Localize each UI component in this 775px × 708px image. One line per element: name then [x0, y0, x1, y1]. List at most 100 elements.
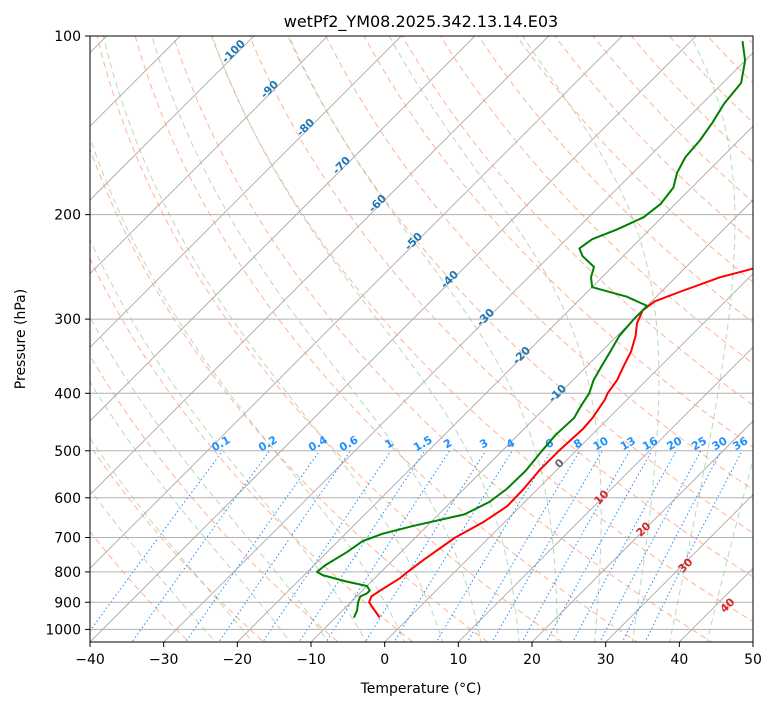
plot-frame — [89, 35, 754, 643]
x-tick-label: −10 — [296, 652, 326, 668]
moist-adiabat-line — [669, 36, 736, 642]
moist-adiabat-line — [706, 457, 753, 642]
dry-adiabat-label: -50 — [402, 230, 425, 253]
moist-adiabat-line — [90, 488, 216, 642]
dry-adiabat-line — [762, 13, 775, 654]
y-tick-label: 600 — [54, 491, 81, 507]
mixing-ratio-line — [185, 450, 321, 642]
moist-adiabat-line — [102, 36, 444, 642]
x-tick-label: 40 — [670, 652, 688, 668]
dry-adiabat-line — [401, 36, 753, 406]
x-axis-label: Temperature (°C) — [360, 681, 482, 697]
mixing-ratio-line — [491, 450, 603, 642]
dry-adiabat-line — [249, 36, 753, 578]
mixing-ratio-label: 4 — [504, 436, 517, 451]
dry-adiabat-line — [439, 36, 753, 365]
mixing-ratio-line — [435, 450, 552, 642]
mixing-ratio-line — [644, 450, 743, 642]
dry-adiabat-line — [96, 36, 564, 642]
mixing-ratio-line — [131, 450, 271, 642]
isotherm-zero-label: 0 — [552, 456, 567, 471]
moist-adiabat-line — [90, 437, 254, 642]
dry-adiabat-line — [90, 444, 265, 642]
isotherm-line — [90, 36, 329, 275]
y-axis-label: Pressure (hPa) — [13, 289, 29, 389]
dry-adiabat-line — [706, 36, 753, 84]
x-tick-label: 10 — [449, 652, 467, 668]
profile-lines — [316, 40, 753, 619]
moist-adiabat-line — [388, 36, 602, 642]
dewpoint-profile-line — [316, 40, 747, 619]
isotherm-label: 40 — [718, 595, 738, 615]
dry-adiabat-line — [90, 257, 414, 642]
isotherm-line — [90, 36, 623, 569]
mixing-ratio-line — [621, 450, 722, 642]
mixing-ratio-line — [325, 450, 451, 642]
mixing-ratio-line — [393, 450, 513, 642]
dry-adiabat-line — [134, 36, 638, 642]
x-axis-ticks: −40 −30 −20 −10 0 10 20 30 40 50 — [75, 642, 762, 668]
dry-adiabat-line — [90, 530, 190, 642]
y-tick-label: 200 — [54, 208, 81, 224]
moist-adiabat-line — [522, 36, 660, 642]
isotherm-line — [90, 36, 255, 201]
background-lines — [0, 9, 775, 654]
isotherm-line — [90, 36, 181, 127]
dry-adiabat-line — [172, 36, 713, 642]
x-tick-label: −20 — [223, 652, 253, 668]
y-tick-label: 500 — [54, 444, 81, 460]
mixing-ratio-label: 3 — [477, 436, 490, 451]
dry-adiabat-line — [516, 36, 753, 283]
isotherm-line — [90, 36, 476, 422]
line-labels: 0.1 0.2 0.4 0.6 1 1.5 2 3 4 6 8 10 13 16 20 25 30 36-100-… — [209, 37, 750, 616]
dry-adiabat-label: -100 — [219, 37, 248, 66]
x-tick-label: 30 — [597, 652, 615, 668]
y-tick-label: 400 — [54, 386, 81, 402]
isotherm-line — [90, 36, 550, 496]
dry-adiabat-label: -60 — [366, 192, 389, 215]
moist-adiabat-line — [288, 36, 558, 642]
isotherm-line — [0, 9, 60, 654]
dry-adiabat-line — [287, 36, 753, 534]
moist-adiabat-line — [90, 381, 291, 642]
y-tick-label: 700 — [54, 531, 81, 547]
x-tick-label: 20 — [523, 652, 541, 668]
x-tick-label: −40 — [75, 652, 105, 668]
isotherm-line — [236, 125, 753, 642]
y-tick-label: 100 — [54, 29, 81, 45]
mixing-ratio-line — [90, 450, 224, 632]
isotherm-line — [457, 346, 753, 642]
mixing-ratio-line — [466, 450, 581, 642]
moist-adiabat-line — [90, 238, 367, 642]
x-tick-label: −30 — [149, 652, 179, 668]
dry-adiabat-line — [630, 36, 753, 163]
dry-adiabat-line — [90, 147, 489, 642]
y-tick-label: 300 — [54, 312, 81, 328]
moist-adiabat-line — [90, 136, 406, 642]
mixing-ratio-label: 6 — [543, 436, 556, 451]
dry-adiabat-line — [363, 36, 753, 448]
isotherm-line — [752, 641, 753, 642]
moist-adiabat-line — [211, 36, 520, 642]
dry-adiabat-label: -20 — [510, 344, 533, 367]
dry-adiabat-label: -80 — [294, 116, 317, 139]
isotherm-label: 30 — [676, 555, 696, 575]
isotherm-line — [310, 199, 753, 642]
y-tick-label: 1000 — [45, 622, 81, 638]
mixing-ratio-label: 2 — [441, 436, 454, 451]
pressure-gridlines — [90, 36, 753, 630]
isotherm-label: 10 — [592, 487, 612, 507]
isotherm-line — [605, 494, 753, 642]
y-tick-label: 900 — [54, 595, 81, 611]
mixing-ratio-line — [298, 450, 426, 642]
y-tick-label: 800 — [54, 565, 81, 581]
dry-adiabat-line — [592, 36, 753, 203]
x-tick-label: 50 — [744, 652, 762, 668]
x-tick-label: 0 — [380, 652, 389, 668]
isotherm-line — [163, 52, 753, 642]
moist-adiabat-line — [151, 36, 482, 642]
dry-adiabat-line — [745, 36, 753, 45]
isotherm-line — [90, 36, 402, 348]
temperature-profile-line — [368, 267, 753, 619]
chart-title: wetPf2_YM08.2025.342.13.14.E03 — [284, 12, 558, 32]
